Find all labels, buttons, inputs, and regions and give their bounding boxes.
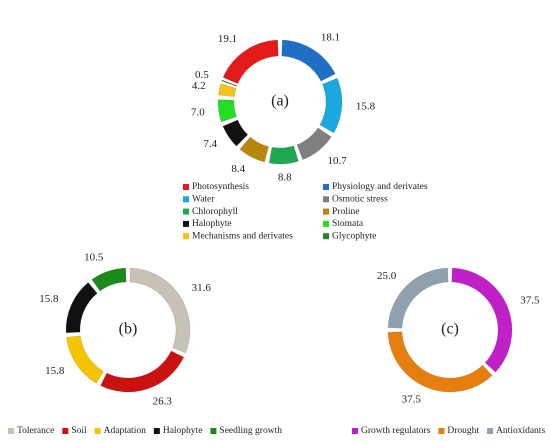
- donut-segment: [100, 350, 185, 393]
- legend-swatch: [323, 220, 329, 227]
- legend-swatch: [94, 428, 101, 434]
- value-label: 19.1: [218, 33, 237, 45]
- legend-swatch: [352, 428, 358, 434]
- legend-label: Physiology and derivates: [332, 182, 428, 192]
- legend-label: Glycophyte: [332, 231, 376, 241]
- legend-swatch: [438, 428, 445, 434]
- donut-segment: [65, 282, 98, 334]
- legend-label: Drought: [447, 426, 479, 436]
- legend-swatch: [183, 208, 189, 215]
- value-label: 31.6: [192, 282, 212, 294]
- legend-label: Soil: [71, 426, 87, 436]
- value-label: 8.4: [231, 163, 245, 175]
- legend-label: Water: [192, 194, 215, 204]
- donut: 31.6 26.3 15.8 15.8 10.5 (b) Tolerance Soil Adap…: [8, 252, 282, 436]
- donut-segment: [268, 145, 299, 165]
- donut-segment: [222, 39, 279, 85]
- legend-swatch: [8, 428, 14, 434]
- center-label: (c): [441, 321, 459, 338]
- value-label: 37.5: [402, 394, 422, 406]
- legend-label: Halophyte: [163, 426, 203, 436]
- legend-swatch: [323, 196, 329, 203]
- legend-label: Stomata: [332, 219, 364, 229]
- donut-segment: [129, 267, 191, 354]
- value-label: 18.1: [321, 31, 340, 43]
- value-label: 10.7: [328, 155, 348, 167]
- donut: 19.1 18.1 15.8 10.7 8.8 8.4 7.4 7.0 4.20.5 (a) Pho…: [183, 31, 428, 241]
- legend-label: Photosynthesis: [192, 182, 249, 192]
- legend-swatch: [487, 428, 494, 434]
- value-label: 25.0: [377, 270, 397, 282]
- legend-label: Antioxidants: [496, 426, 545, 436]
- value-label: 26.3: [153, 395, 173, 407]
- legend-label: Osmotic stress: [332, 194, 388, 204]
- legend-label: Growth regulators: [361, 426, 431, 436]
- donut-segment: [222, 119, 249, 147]
- donut-segment: [296, 127, 332, 161]
- legend-label: Proline: [332, 207, 359, 217]
- donut-segment: [91, 267, 127, 292]
- legend-swatch: [323, 233, 329, 240]
- value-label: 10.5: [84, 252, 104, 264]
- value-label: 15.8: [45, 365, 65, 377]
- center-label: (b): [119, 321, 138, 338]
- legend-label: Seedling growth: [219, 426, 282, 436]
- legend-swatch: [323, 184, 329, 190]
- value-label: 15.8: [39, 293, 59, 305]
- donut-segment: [239, 136, 269, 163]
- legend-label: Adaptation: [104, 426, 146, 436]
- legend-swatch: [183, 220, 189, 227]
- legend-label: Chlorophyll: [192, 207, 238, 217]
- center-label: (a): [271, 93, 289, 110]
- value-label: 15.8: [356, 100, 376, 112]
- value-label: 7.0: [191, 106, 205, 118]
- donut-segment: [387, 331, 493, 393]
- value-label: 0.5: [195, 69, 209, 81]
- legend-swatch: [183, 196, 189, 203]
- legend-label: Halophyte: [192, 219, 232, 229]
- legend-swatch: [323, 208, 329, 215]
- donut-segment: [451, 267, 513, 373]
- donut-segment: [218, 83, 237, 98]
- donut-segment: [217, 99, 237, 123]
- legend-swatch: [62, 428, 69, 434]
- legend-label: Tolerance: [17, 426, 54, 436]
- donut-segment: [66, 335, 104, 384]
- legend-swatch: [153, 428, 160, 434]
- donut-segment: [387, 267, 449, 329]
- donut: 37.5 37.5 25.0 (c) Growth regulators Drought A…: [352, 267, 545, 436]
- value-label: 4.2: [192, 80, 206, 92]
- legend-swatch: [210, 428, 217, 434]
- value-label: 7.4: [203, 138, 217, 150]
- donut-segment: [281, 39, 336, 82]
- donut-segment: [221, 79, 238, 87]
- value-label: 37.5: [520, 294, 540, 306]
- legend-swatch: [183, 233, 189, 240]
- legend-swatch: [183, 184, 189, 190]
- donut-segment: [319, 77, 343, 134]
- legend-label: Mechanisms and derivates: [192, 231, 293, 241]
- value-label: 8.8: [278, 171, 292, 183]
